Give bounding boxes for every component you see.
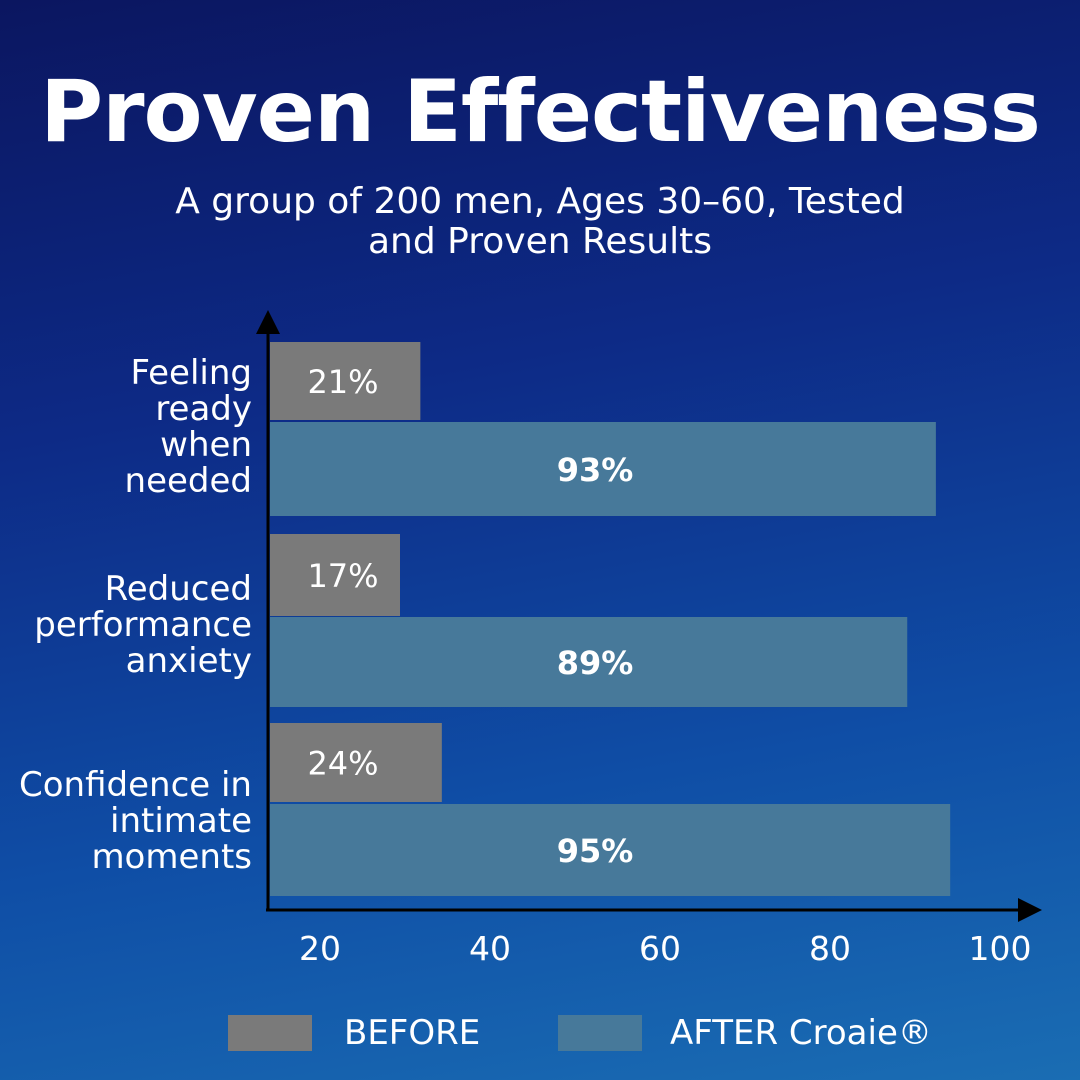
x-tick-label: 20 <box>299 929 341 968</box>
data-label-before: 24% <box>307 745 378 783</box>
data-label-after: 89% <box>557 644 634 682</box>
category-label: Feeling ready when needed <box>124 353 252 501</box>
bar-before <box>270 342 421 420</box>
data-label-after: 95% <box>557 832 634 870</box>
chart-title: Proven Effectiveness <box>40 62 1041 162</box>
x-tick-label: 80 <box>809 929 851 968</box>
legend-swatch <box>228 1015 312 1051</box>
legend-swatch <box>558 1015 642 1051</box>
legend-item-before: BEFORE <box>228 1013 480 1053</box>
chart-subtitle: A group of 200 men, Ages 30–60, Tested a… <box>175 181 905 262</box>
bar-before <box>270 534 400 616</box>
data-label-before: 21% <box>307 363 378 401</box>
legend-item-after: AFTER Croaie® <box>558 1013 932 1053</box>
category-label: Confidence in intimate moments <box>19 765 252 877</box>
x-tick-label: 100 <box>969 929 1032 968</box>
data-label-after: 93% <box>557 451 634 489</box>
legend-label: BEFORE <box>344 1013 481 1053</box>
bar-after <box>270 804 951 896</box>
bar-after <box>270 422 936 516</box>
x-tick-label: 40 <box>469 929 511 968</box>
data-label-before: 17% <box>307 557 378 595</box>
x-tick-label: 60 <box>639 929 681 968</box>
bar-after <box>270 617 908 707</box>
legend-label: AFTER Croaie® <box>670 1013 932 1053</box>
category-label: Reduced performance anxiety <box>34 569 252 681</box>
bar-before <box>270 723 442 802</box>
